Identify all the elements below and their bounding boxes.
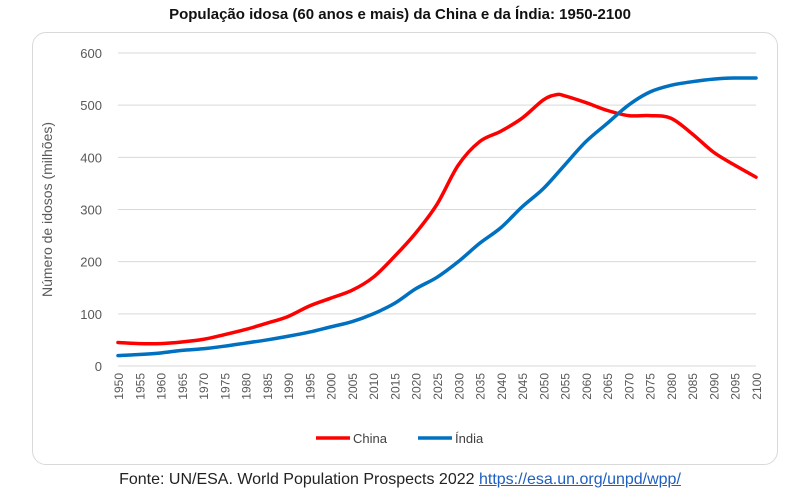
source-text: Fonte: UN/ESA. World Population Prospect… xyxy=(119,471,475,488)
x-tick-label: 1970 xyxy=(197,373,211,400)
x-tick-label: 1995 xyxy=(303,373,317,400)
x-tick-label: 1985 xyxy=(261,373,275,400)
x-tick-label: 1960 xyxy=(155,373,169,400)
y-tick-label: 400 xyxy=(80,150,102,165)
x-tick-label: 2095 xyxy=(729,373,743,400)
y-tick-label: 0 xyxy=(95,359,102,374)
series-line-ndia xyxy=(116,76,758,358)
legend-label: Índia xyxy=(455,431,484,446)
legend-label: China xyxy=(353,431,388,446)
x-tick-label: 2045 xyxy=(516,373,530,400)
y-tick-label: 200 xyxy=(80,255,102,270)
x-tick-label: 2030 xyxy=(452,373,466,400)
x-tick-label: 2015 xyxy=(388,373,402,400)
x-tick-label: 2065 xyxy=(601,373,615,400)
x-tick-label: 1990 xyxy=(282,373,296,400)
x-tick-label: 2000 xyxy=(325,373,339,400)
x-tick-label: 2005 xyxy=(346,373,360,400)
x-tick-label: 2020 xyxy=(410,373,424,400)
x-tick-label: 2025 xyxy=(431,373,445,400)
y-tick-label: 100 xyxy=(80,307,102,322)
x-tick-label: 1975 xyxy=(218,373,232,400)
x-tick-label: 2040 xyxy=(495,373,509,400)
x-tick-label: 2080 xyxy=(665,373,679,400)
x-tick-label: 2085 xyxy=(686,373,700,400)
x-tick-label: 2070 xyxy=(622,373,636,400)
x-tick-label: 2090 xyxy=(707,373,721,400)
x-tick-label: 1980 xyxy=(240,373,254,400)
x-tick-label: 1955 xyxy=(133,373,147,400)
line-chart: 0 100 200 300 400 500 600 1950 1955 1960 1965 1970 1… xyxy=(39,46,764,446)
y-tick-label: 500 xyxy=(80,98,102,113)
x-tick-label: 1950 xyxy=(112,373,126,400)
source-link[interactable]: https://esa.un.org/unpd/wpp/ xyxy=(478,471,681,488)
x-tick-label: 1965 xyxy=(176,373,190,400)
x-tick-label: 2050 xyxy=(537,373,551,400)
source-note: Fonte: UN/ESA. World Population Prospect… xyxy=(0,471,800,489)
x-tick-label: 2060 xyxy=(580,373,594,400)
x-tick-label: 2010 xyxy=(367,373,381,400)
y-tick-label: 600 xyxy=(80,46,102,61)
series-line-china xyxy=(116,92,758,346)
y-axis-label: Número de idosos (milhões) xyxy=(39,122,55,297)
y-tick-label: 300 xyxy=(80,203,102,218)
x-tick-label: 2035 xyxy=(474,373,488,400)
x-tick-label: 2055 xyxy=(559,373,573,400)
chart-title: População idosa (60 anos e mais) da Chin… xyxy=(169,6,631,23)
x-tick-label: 2100 xyxy=(750,373,764,400)
chart-card xyxy=(32,32,778,465)
x-tick-label: 2075 xyxy=(644,373,658,400)
